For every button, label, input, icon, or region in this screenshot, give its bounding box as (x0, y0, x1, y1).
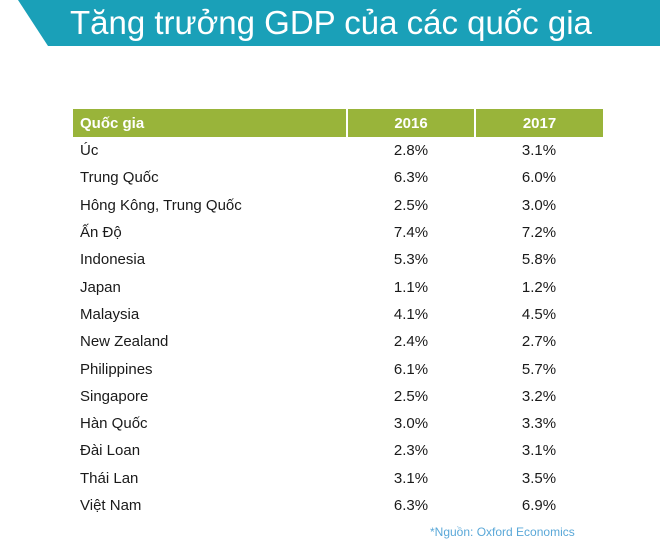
cell-country: Philippines (80, 360, 153, 378)
cell-2016: 4.1% (393, 305, 429, 323)
table-row: Ấn Độ 7.4% 7.2% (73, 219, 603, 246)
cell-country: Singapore (80, 387, 149, 405)
table-row: Đài Loan 2.3% 3.1% (73, 437, 603, 464)
table-header-row: Quốc gia 2016 2017 (73, 109, 603, 137)
table-row: Thái Lan 3.1% 3.5% (73, 465, 603, 492)
cell-2016: 6.3% (393, 169, 429, 187)
cell-2016: 1.1% (393, 278, 429, 296)
cell-2017: 3.0% (521, 196, 557, 214)
table-row: Việt Nam 6.3% 6.9% (73, 492, 603, 519)
table-row: Singapore 2.5% 3.2% (73, 383, 603, 410)
cell-2016: 2.5% (393, 196, 429, 214)
title-banner (18, 0, 660, 46)
cell-2017: 3.1% (521, 442, 557, 460)
column-header-2017: 2017 (475, 109, 603, 137)
cell-country: Japan (80, 278, 121, 296)
gdp-table: Quốc gia 2016 2017 Úc 2.8% 3.1% Trung Quốc 6… (73, 109, 603, 519)
cell-2016: 5.3% (393, 251, 429, 269)
cell-2017: 5.8% (521, 251, 557, 269)
column-header-country: Quốc gia (73, 109, 348, 137)
table-row: Trung Quốc 6.3% 6.0% (73, 164, 603, 191)
cell-country: Thái Lan (80, 469, 139, 487)
cell-2017: 4.5% (521, 305, 557, 323)
source-note: *Nguồn: Oxford Economics (430, 525, 575, 539)
cell-2017: 3.5% (521, 469, 557, 487)
column-header-2016: 2016 (347, 109, 476, 137)
cell-country: Đài Loan (80, 442, 141, 460)
table-row: Malaysia 4.1% 4.5% (73, 301, 603, 328)
table-row: Úc 2.8% 3.1% (73, 137, 603, 164)
cell-2016: 6.3% (393, 497, 429, 514)
cell-2017: 1.2% (521, 278, 557, 296)
cell-2016: 2.8% (393, 142, 429, 160)
cell-country: Indonesia (80, 251, 146, 269)
cell-country: Malaysia (80, 305, 140, 323)
cell-2017: 7.2% (521, 224, 557, 242)
cell-2017: 2.7% (521, 333, 557, 351)
page-title: Tăng trưởng GDP của các quốc gia (70, 4, 592, 41)
cell-2017: 6.0% (521, 169, 557, 187)
cell-country: Úc (80, 142, 99, 160)
table-row: Japan 1.1% 1.2% (73, 273, 603, 300)
table-row: Hông Kông, Trung Quốc 2.5% 3.0% (73, 192, 603, 219)
table-row: Philippines 6.1% 5.7% (73, 355, 603, 382)
cell-country: Ấn Độ (80, 224, 122, 242)
cell-2017: 3.3% (521, 415, 557, 433)
cell-country: Việt Nam (80, 497, 142, 514)
table-row: Hàn Quốc 3.0% 3.3% (73, 410, 603, 437)
cell-2017: 6.9% (521, 497, 557, 514)
cell-2016: 2.5% (393, 387, 429, 405)
cell-country: Trung Quốc (80, 169, 159, 187)
cell-2016: 2.3% (393, 442, 429, 460)
cell-country: Hông Kông, Trung Quốc (80, 196, 242, 214)
table-body: Úc 2.8% 3.1% Trung Quốc 6.3% 6.0% Hông Kông, T… (73, 137, 603, 519)
table-row: New Zealand 2.4% 2.7% (73, 328, 603, 355)
cell-2016: 2.4% (393, 333, 429, 351)
cell-2017: 3.2% (521, 387, 557, 405)
cell-2016: 3.0% (393, 415, 429, 433)
cell-2017: 3.1% (521, 142, 557, 160)
cell-country: Hàn Quốc (80, 415, 148, 433)
cell-2016: 7.4% (393, 224, 429, 242)
cell-2016: 6.1% (393, 360, 429, 378)
table-row: Indonesia 5.3% 5.8% (73, 246, 603, 273)
cell-country: New Zealand (80, 333, 169, 351)
cell-2016: 3.1% (393, 469, 429, 487)
cell-2017: 5.7% (521, 360, 557, 378)
